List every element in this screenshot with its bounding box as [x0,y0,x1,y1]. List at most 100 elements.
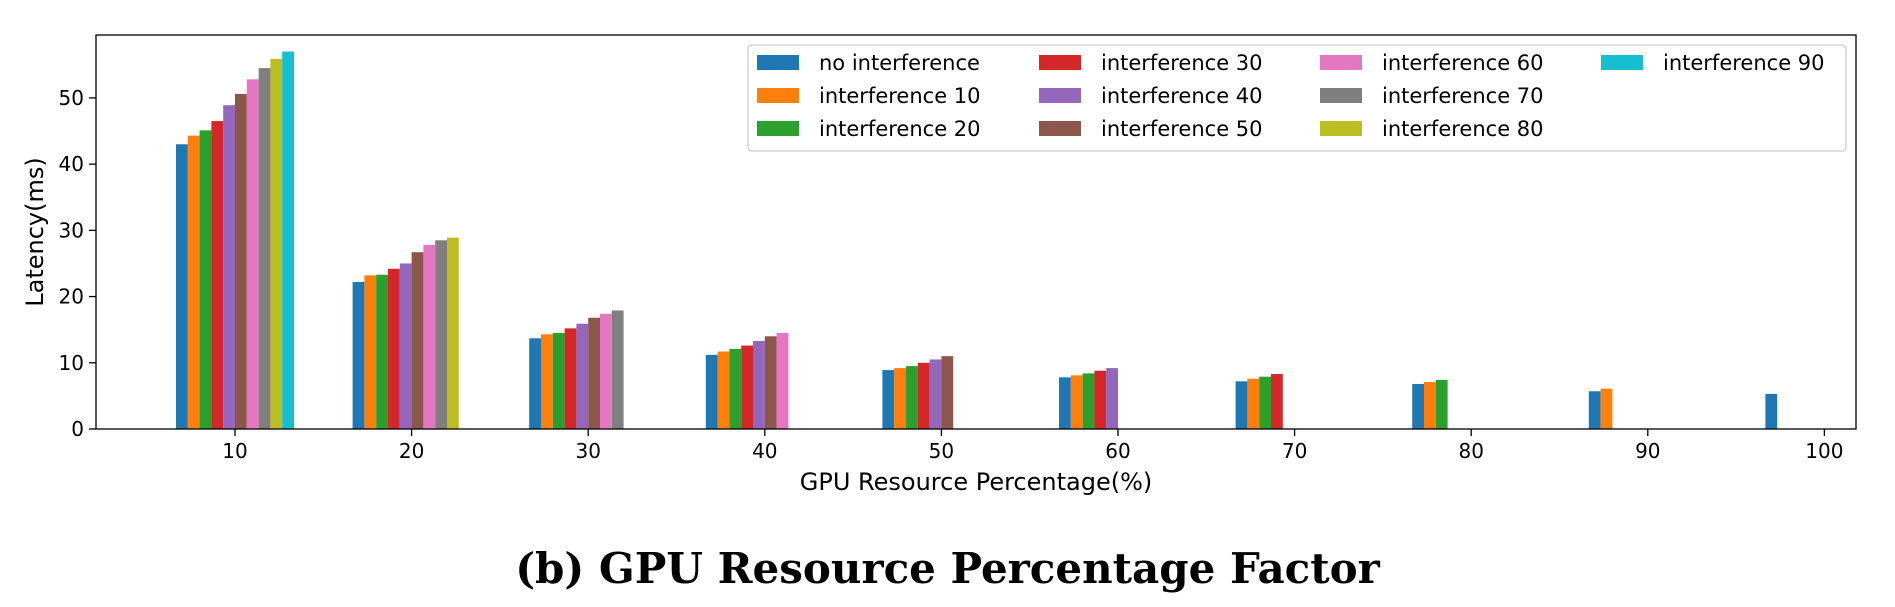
legend-swatch-interference-60 [1320,55,1362,70]
bar-no-interference-20 [352,281,365,429]
x-tick-label: 60 [1105,439,1130,463]
legend-label-interference-80: interference 80 [1382,117,1544,141]
bar-no-interference-90 [1588,391,1601,429]
legend-swatch-interference-30 [1039,55,1081,70]
bar-no-interference-40 [705,354,718,429]
x-tick-label: 30 [575,439,600,463]
bar-interference-60-10 [246,79,259,430]
bar-interference-10-90 [1600,388,1613,429]
bar-interference-50-20 [411,252,424,429]
y-tick-label: 10 [59,351,84,375]
bar-interference-50-30 [588,317,600,429]
bar-no-interference-70 [1235,381,1248,429]
bar-interference-10-20 [364,275,377,429]
bar-interference-40-20 [399,263,412,429]
figure-caption: (b) GPU Resource Percentage Factor [515,544,1380,593]
legend-label-no-interference: no interference [819,51,980,75]
bar-interference-40-60 [1106,368,1118,429]
legend-frame [747,44,1847,152]
x-tick-label: 90 [1635,439,1660,463]
bar-interference-80-10 [270,58,283,430]
bar-interference-20-10 [199,130,212,429]
plot-frame [95,34,1857,430]
y-axis: 0 10 20 30 40 50 [59,86,96,441]
bars-layer [176,51,1778,430]
y-tick-label: 0 [71,417,84,441]
bar-interference-30-40 [741,345,753,429]
bar-interference-90-10 [282,51,294,430]
x-tick-label: 100 [1805,439,1843,463]
bar-interference-40-10 [223,105,235,429]
y-tick-label: 50 [59,86,84,110]
x-tick-label: 80 [1458,439,1483,463]
x-tick-label: 70 [1282,439,1307,463]
legend-label-interference-70: interference 70 [1382,84,1544,108]
bar-interference-60-40 [776,332,789,429]
bar-interference-10-10 [187,135,200,429]
legend-swatch-interference-80 [1320,121,1362,136]
bar-interference-10-80 [1424,381,1436,429]
bar-interference-70-20 [435,240,447,429]
bar-no-interference-30 [529,338,541,429]
bar-interference-30-30 [564,328,577,429]
x-tick-label: 40 [752,439,777,463]
legend-label-interference-10: interference 10 [819,84,981,108]
bar-interference-20-40 [729,348,742,429]
legend-swatch-interference-70 [1320,88,1362,103]
bar-no-interference-80 [1412,383,1424,429]
bar-interference-10-50 [894,368,906,429]
bar-interference-20-60 [1082,373,1095,429]
bar-interference-60-20 [423,244,436,429]
bar-interference-30-60 [1094,370,1107,429]
bar-interference-50-10 [235,93,247,430]
legend-swatch-no-interference [757,55,799,70]
legend-label-interference-30: interference 30 [1101,51,1263,75]
bar-no-interference-10 [176,144,188,429]
bar-interference-30-70 [1271,374,1283,429]
bar-interference-20-30 [552,332,565,429]
bar-interference-10-60 [1070,375,1083,429]
x-tick-label: 50 [929,439,954,463]
x-axis: 10 20 30 40 50 60 70 80 90 100 [222,429,1843,463]
legend-label-interference-50: interference 50 [1101,117,1263,141]
bar-interference-20-80 [1435,380,1448,429]
y-axis-title: Latency(ms) [21,157,49,306]
bar-interference-10-40 [717,351,730,429]
legend-swatch-interference-40 [1039,88,1081,103]
bar-no-interference-50 [882,370,895,429]
x-axis-title: GPU Resource Percentage(%) [800,468,1153,496]
bar-interference-40-30 [576,323,589,429]
bar-interference-80-20 [447,237,459,429]
bar-interference-50-40 [764,336,777,429]
bar-interference-50-50 [941,356,954,429]
bar-no-interference-100 [1765,393,1778,429]
legend-label-interference-40: interference 40 [1101,84,1263,108]
bar-interference-20-20 [376,274,388,429]
legend: no interference interference 10 interferen… [747,44,1847,152]
legend-swatch-interference-10 [757,88,799,103]
bar-interference-20-70 [1259,376,1271,429]
legend-swatch-interference-20 [757,121,799,136]
bar-interference-10-30 [541,334,553,429]
bar-interference-70-10 [258,68,271,430]
bar-interference-40-50 [929,359,942,429]
y-tick-label: 20 [59,285,84,309]
legend-swatch-interference-90 [1601,55,1643,70]
bar-interference-40-40 [753,340,765,429]
legend-swatch-interference-50 [1039,121,1081,136]
bar-interference-30-10 [211,121,224,429]
bar-interference-70-30 [611,310,624,429]
bar-interference-60-30 [600,313,612,429]
y-tick-label: 40 [59,152,84,176]
x-tick-label: 10 [222,439,247,463]
latency-bar-chart: 0 10 20 30 40 50 10 20 30 40 50 60 70 80 90 100 GPU Re… [21,34,1857,496]
legend-label-interference-60: interference 60 [1382,51,1544,75]
legend-label-interference-90: interference 90 [1663,51,1825,75]
bar-no-interference-60 [1059,377,1071,429]
bar-interference-10-70 [1247,378,1260,429]
legend-label-interference-20: interference 20 [819,117,981,141]
x-tick-label: 20 [399,439,424,463]
bar-interference-30-50 [917,362,930,429]
y-tick-label: 30 [59,218,84,242]
bar-interference-30-20 [388,268,400,429]
